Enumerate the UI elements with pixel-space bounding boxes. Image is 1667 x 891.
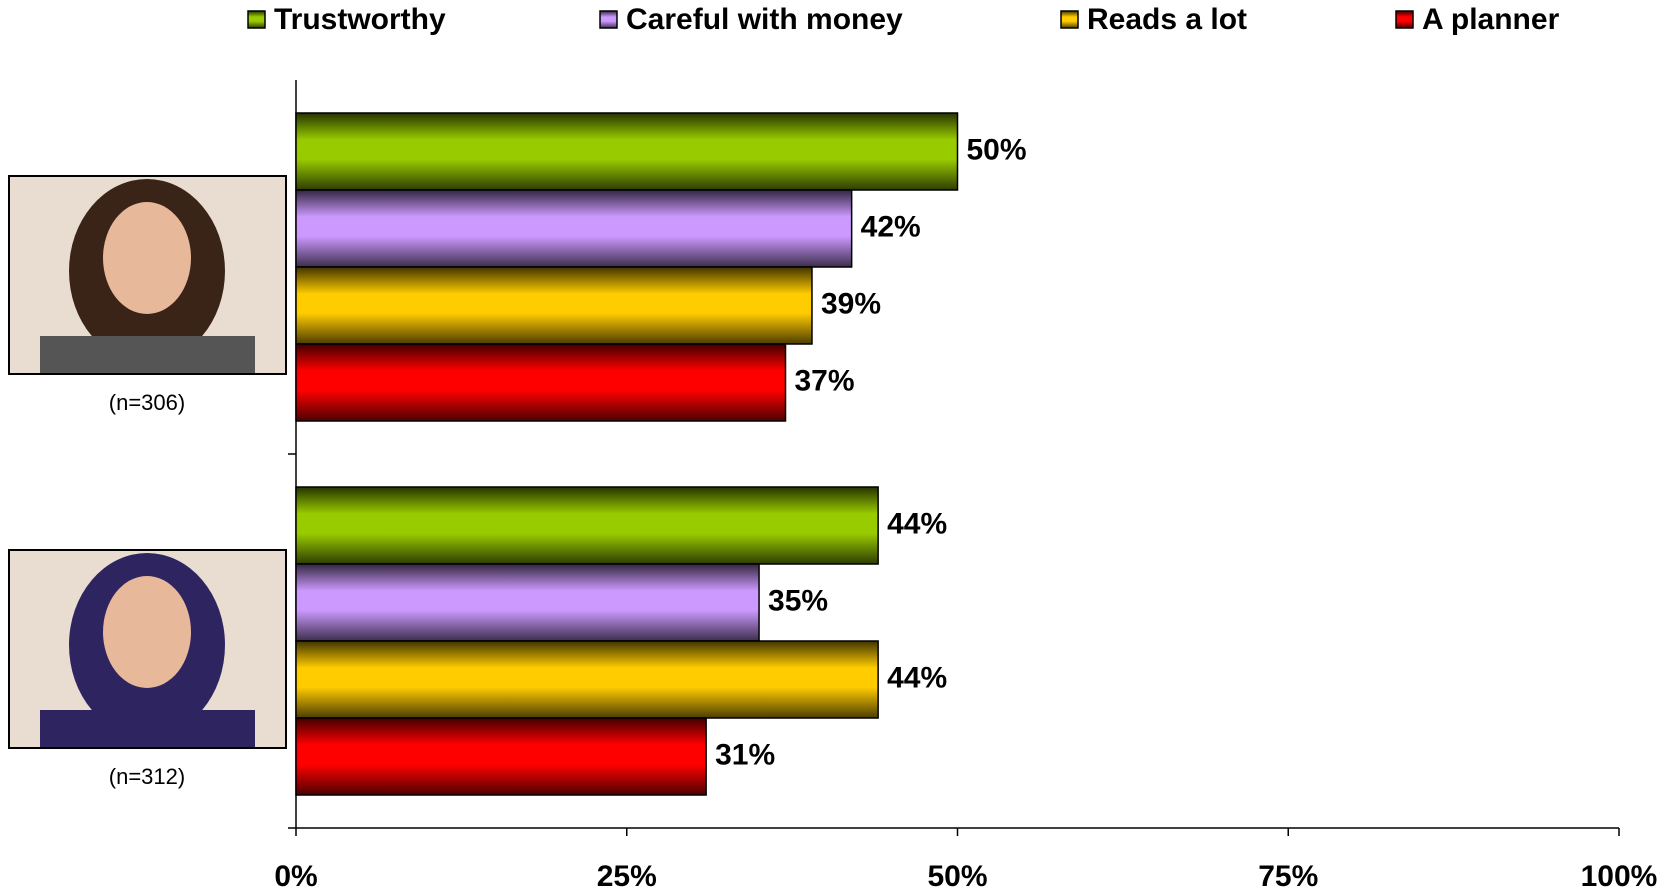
bar [295,112,959,191]
photo-face [103,202,191,314]
bar [295,266,813,345]
bar [295,343,787,422]
bar [295,563,760,642]
value-label: 35% [768,584,828,617]
x-tick-label: 100% [1581,860,1658,891]
category-label: (n=312) [109,764,185,789]
x-tick-label: 50% [927,860,987,891]
photo-shoulders [40,336,255,373]
value-label: 44% [887,661,947,694]
category-label: (n=306) [109,390,185,415]
legend-swatch [599,10,618,29]
bar [295,640,879,719]
x-tick-label: 75% [1258,860,1318,891]
value-label: 31% [715,738,775,771]
value-label: 37% [795,364,855,397]
bar [295,486,879,565]
photo-face [103,576,191,688]
x-tick-label: 25% [597,860,657,891]
x-tick-label: 0% [274,860,317,891]
legend-label: A planner [1422,3,1560,36]
value-label: 44% [887,507,947,540]
photo-shoulders [40,710,255,747]
legend-label: Reads a lot [1087,3,1247,36]
value-label: 50% [967,133,1027,166]
bar [295,717,707,796]
value-label: 39% [821,287,881,320]
legend-swatch [1395,10,1414,29]
bar [295,189,853,268]
value-label: 42% [861,210,921,243]
legend-label: Trustworthy [274,3,446,36]
legend-swatch [247,10,266,29]
legend-swatch [1060,10,1079,29]
legend-label: Careful with money [626,3,903,36]
